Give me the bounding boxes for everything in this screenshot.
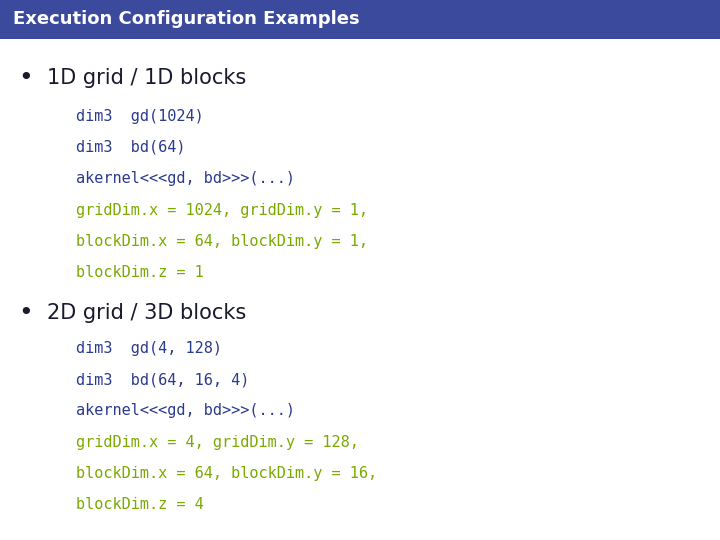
Text: dim3  bd(64): dim3 bd(64) <box>76 140 185 155</box>
Text: blockDim.z = 4: blockDim.z = 4 <box>76 497 203 512</box>
Text: •: • <box>18 301 32 325</box>
Text: akernel<<<gd, bd>>>(...): akernel<<<gd, bd>>>(...) <box>76 403 294 418</box>
Text: blockDim.z = 1: blockDim.z = 1 <box>76 265 203 280</box>
Text: •: • <box>18 66 32 90</box>
Text: dim3  gd(4, 128): dim3 gd(4, 128) <box>76 341 222 356</box>
Text: akernel<<<gd, bd>>>(...): akernel<<<gd, bd>>>(...) <box>76 171 294 186</box>
Text: Execution Configuration Examples: Execution Configuration Examples <box>13 10 359 29</box>
Text: 1D grid / 1D blocks: 1D grid / 1D blocks <box>47 68 246 89</box>
Text: blockDim.x = 64, blockDim.y = 1,: blockDim.x = 64, blockDim.y = 1, <box>76 234 368 249</box>
Text: gridDim.x = 1024, gridDim.y = 1,: gridDim.x = 1024, gridDim.y = 1, <box>76 202 368 218</box>
FancyBboxPatch shape <box>0 0 720 39</box>
Text: dim3  gd(1024): dim3 gd(1024) <box>76 109 203 124</box>
Text: 2D grid / 3D blocks: 2D grid / 3D blocks <box>47 303 246 323</box>
Text: blockDim.x = 64, blockDim.y = 16,: blockDim.x = 64, blockDim.y = 16, <box>76 466 377 481</box>
Text: dim3  bd(64, 16, 4): dim3 bd(64, 16, 4) <box>76 372 249 387</box>
Text: gridDim.x = 4, gridDim.y = 128,: gridDim.x = 4, gridDim.y = 128, <box>76 435 359 450</box>
